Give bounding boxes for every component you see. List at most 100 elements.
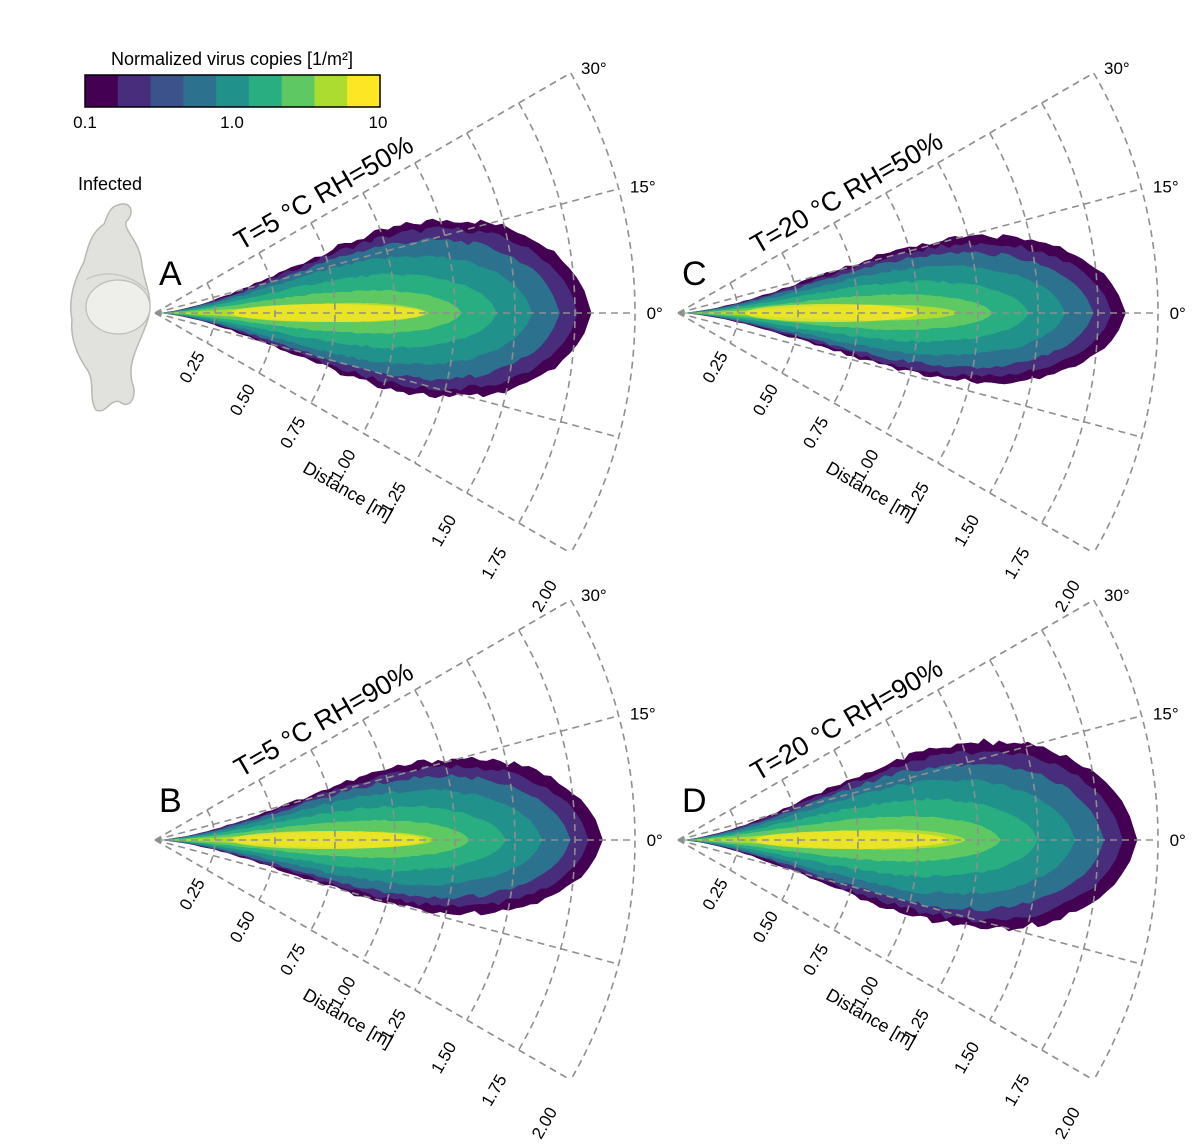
radial-tick-label: 0.50 xyxy=(749,381,782,419)
grid-radial-line xyxy=(677,312,1142,439)
angle-label: 0° xyxy=(1170,304,1186,323)
grid-radial-line xyxy=(154,839,572,1081)
infected-shoulder-shade xyxy=(85,273,147,291)
grid-radial-line xyxy=(677,599,1095,841)
radial-tick-label: 0.25 xyxy=(176,875,209,913)
colorbar-cell xyxy=(347,75,381,107)
radial-tick-label: 0.75 xyxy=(799,414,832,452)
grid-arc xyxy=(206,282,216,344)
angle-label: 30° xyxy=(581,59,607,78)
grid-radial-line xyxy=(677,72,1095,314)
grid-arc xyxy=(729,282,739,344)
grid-arc xyxy=(1041,102,1099,524)
panel-letter: C xyxy=(682,255,707,293)
colorbar-cell xyxy=(150,75,184,107)
colorbar: Normalized virus copies [1/m²] 0.1 1.0 1… xyxy=(73,49,387,132)
colorbar-tick-mid: 1.0 xyxy=(220,113,244,132)
panel-letter: B xyxy=(159,782,182,820)
angle-label: 30° xyxy=(1104,59,1130,78)
radial-tick-label: 2.00 xyxy=(1051,577,1084,615)
grid-arc xyxy=(1041,629,1099,1051)
panels: 30°15°0°0.250.500.751.001.251.501.752.00… xyxy=(154,59,1186,1142)
angle-label: 0° xyxy=(647,831,663,850)
grid-radial-line xyxy=(677,839,1142,966)
radial-tick-label: 0.75 xyxy=(799,941,832,979)
colorbar-cell xyxy=(248,75,283,107)
grid-arc xyxy=(781,779,799,901)
plume-heatmap xyxy=(678,234,1146,385)
grid-arc xyxy=(362,719,396,961)
radial-tick-label: 0.75 xyxy=(276,941,309,979)
colorbar-cell xyxy=(183,75,217,107)
radial-tick-label: 1.50 xyxy=(950,512,983,550)
grid-arc xyxy=(833,222,859,404)
colorbar-title: Normalized virus copies [1/m²] xyxy=(111,49,353,69)
grid-arc xyxy=(466,132,516,494)
colorbar-frame xyxy=(84,74,381,108)
grid-arc xyxy=(258,779,276,901)
radial-tick-label: 2.00 xyxy=(1051,1104,1084,1142)
radial-tick-label: 0.75 xyxy=(276,414,309,452)
plume-core xyxy=(745,304,918,322)
grid-radial-line xyxy=(154,714,619,841)
angle-label: 30° xyxy=(581,586,607,605)
colorbar-cells xyxy=(85,75,381,107)
radial-tick-label: 0.25 xyxy=(699,348,732,386)
angle-label: 15° xyxy=(630,177,656,196)
angle-label: 0° xyxy=(1170,831,1186,850)
radial-tick-label: 1.75 xyxy=(478,544,511,582)
grid-arc xyxy=(362,192,396,434)
colorbar-cell xyxy=(117,75,152,107)
colorbar-cell xyxy=(314,75,348,107)
grid-arc xyxy=(206,809,216,871)
grid-arc xyxy=(729,809,739,871)
grid-arc xyxy=(310,749,336,931)
radial-tick-label: 2.00 xyxy=(528,577,561,615)
radial-tick-label: 1.75 xyxy=(1001,1071,1034,1109)
grid-radial-line xyxy=(677,714,1142,841)
plume-heatmap xyxy=(155,218,611,399)
grid-arc xyxy=(885,719,919,961)
panel-letter: A xyxy=(159,255,182,293)
radial-tick-label: 1.50 xyxy=(427,512,460,550)
grid-arc xyxy=(885,192,919,434)
radial-tick-label: 0.50 xyxy=(226,381,259,419)
colorbar-tick-min: 0.1 xyxy=(73,113,97,132)
grid-arc xyxy=(781,252,799,374)
grid-radial-line xyxy=(154,187,619,314)
colorbar-cell xyxy=(85,75,119,107)
grid-radial-line xyxy=(154,312,572,554)
grid-arc xyxy=(989,132,1039,494)
radial-tick-label: 0.50 xyxy=(226,908,259,946)
radial-tick-label: 0.25 xyxy=(176,348,209,386)
radial-tick-label: 0.50 xyxy=(749,908,782,946)
radial-tick-label: 1.50 xyxy=(427,1039,460,1077)
radial-tick-label: 0.25 xyxy=(699,875,732,913)
radial-tick-label: 2.00 xyxy=(528,1104,561,1142)
infected-label: Infected xyxy=(78,174,142,194)
grid-arc xyxy=(258,252,276,374)
angle-label: 15° xyxy=(630,704,656,723)
grid-radial-line xyxy=(677,187,1142,314)
condition-title: T=20 °C RH=50% xyxy=(745,126,947,260)
panel-c: 30°15°0°0.250.500.751.001.251.501.752.00… xyxy=(677,59,1186,615)
condition-title: T=5 °C RH=90% xyxy=(229,656,418,783)
colorbar-tick-max: 10 xyxy=(369,113,388,132)
panel-d: 30°15°0°0.250.500.751.001.251.501.752.00… xyxy=(677,586,1186,1142)
panel-a: 30°15°0°0.250.500.751.001.251.501.752.00… xyxy=(154,59,663,615)
colorbar-cell xyxy=(281,75,316,107)
panel-letter: D xyxy=(682,782,707,820)
grid-arc xyxy=(466,659,516,1021)
grid-radial-line xyxy=(677,312,1095,554)
angle-label: 15° xyxy=(1153,177,1179,196)
grid-arc xyxy=(833,749,859,931)
grid-arc xyxy=(989,659,1039,1021)
grid-radial-line xyxy=(154,312,619,439)
angle-label: 15° xyxy=(1153,704,1179,723)
angle-label: 0° xyxy=(647,304,663,323)
grid-radial-line xyxy=(154,839,619,966)
grid-radial-line xyxy=(154,72,572,314)
radial-tick-label: 1.75 xyxy=(478,1071,511,1109)
plume-heatmap xyxy=(155,756,623,916)
grid-arc xyxy=(310,222,336,404)
